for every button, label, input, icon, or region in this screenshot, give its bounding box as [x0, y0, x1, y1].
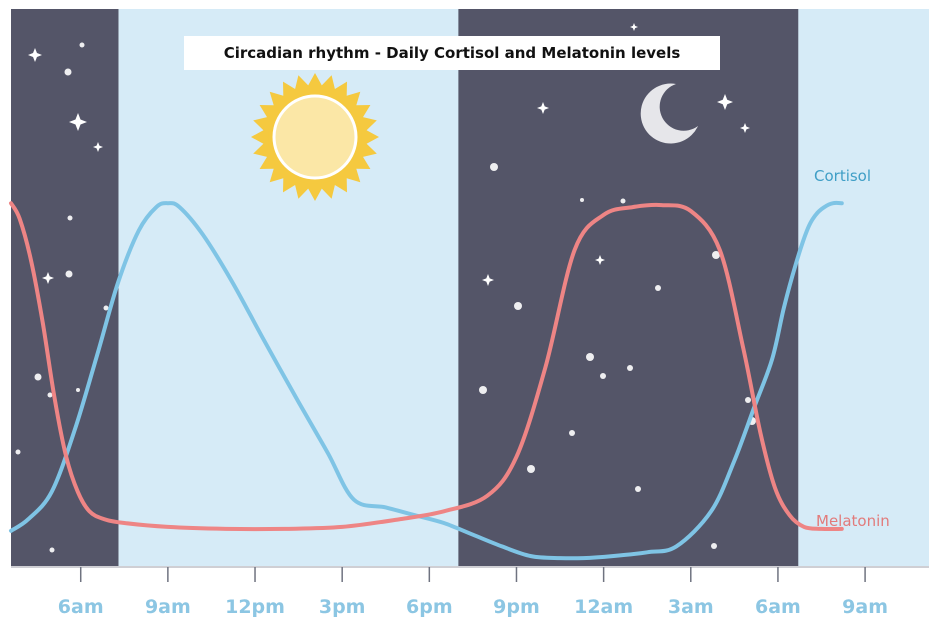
star-icon: [537, 102, 549, 114]
star-icon: [580, 198, 584, 202]
x-tick-label: 6am: [755, 596, 801, 618]
x-tick-label: 9am: [144, 596, 191, 618]
star-icon: [620, 198, 626, 204]
x-tick-label: 3am: [667, 596, 714, 618]
x-tick-label: 9am: [842, 596, 888, 618]
star-icon: [79, 42, 85, 48]
series-line-melatonin: [9, 201, 844, 532]
star-icon: [479, 386, 487, 394]
night-band-0: [11, 9, 119, 567]
star-icon: [586, 353, 594, 361]
series-label-cortisol: Cortisol: [814, 167, 872, 185]
sun-core: [272, 94, 358, 180]
star-icon: [49, 547, 55, 553]
star-icon: [34, 373, 42, 381]
star-icon: [745, 397, 751, 403]
x-tick-label: 12pm: [225, 596, 285, 618]
star-icon: [600, 373, 606, 379]
star-icon: [712, 251, 720, 259]
star-icon: [15, 449, 21, 455]
star-icon: [717, 94, 733, 110]
night-bands: [11, 9, 799, 567]
x-tick-label: 3pm: [318, 596, 366, 618]
star-icon: [630, 23, 638, 31]
sun-icon: [251, 73, 379, 201]
star-icon: [527, 465, 535, 473]
x-tick-label: 9pm: [493, 596, 540, 618]
curves-group: [9, 200, 844, 561]
stars-group: [15, 23, 756, 553]
x-axis: [11, 566, 929, 582]
star-icon: [569, 430, 575, 436]
star-icon: [64, 68, 72, 76]
star-icon: [67, 215, 73, 221]
star-icon: [740, 123, 750, 133]
series-line-cortisol: [9, 200, 844, 561]
star-icon: [627, 365, 633, 371]
star-icon: [711, 543, 717, 549]
star-icon: [490, 163, 498, 171]
night-band-1: [458, 9, 799, 567]
x-tick-label: 6pm: [406, 596, 453, 618]
star-icon: [65, 270, 73, 278]
star-icon: [595, 255, 605, 265]
star-icon: [28, 48, 42, 62]
star-icon: [47, 392, 53, 398]
moon-icon: [640, 83, 698, 144]
star-icon: [103, 305, 109, 311]
star-icon: [482, 274, 494, 286]
series-label-melatonin: Melatonin: [816, 512, 890, 530]
star-icon: [42, 272, 54, 284]
x-tick-label: 12am: [574, 596, 634, 618]
star-icon: [76, 388, 80, 392]
star-icon: [93, 142, 103, 152]
star-icon: [514, 302, 522, 310]
chart-title: Circadian rhythm - Daily Cortisol and Me…: [184, 36, 720, 70]
star-icon: [69, 113, 87, 131]
x-tick-label: 6am: [57, 596, 104, 618]
star-icon: [635, 486, 641, 492]
star-icon: [655, 285, 661, 291]
moon-crescent: [640, 83, 698, 144]
